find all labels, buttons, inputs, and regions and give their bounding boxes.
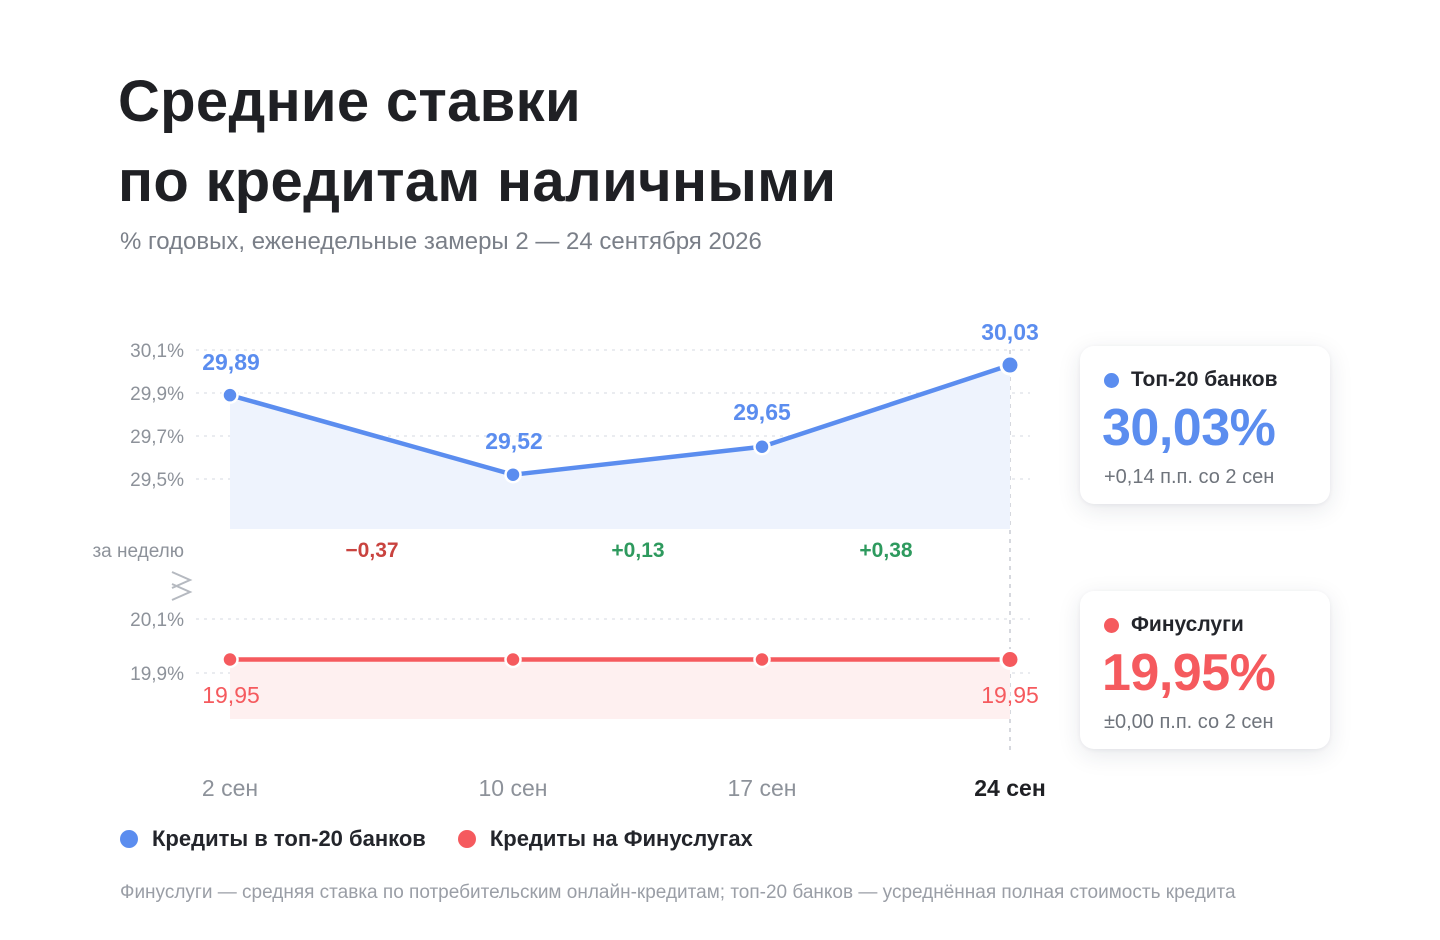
point-finuslugi-3 [999, 649, 1021, 670]
title-line-2: по кредитам наличными [118, 149, 837, 214]
chart-legend: Кредиты в топ-20 банков Кредиты на Финус… [120, 826, 753, 852]
series-finuslugi-area [230, 659, 1010, 719]
data-label-finuslugi-3: 19,95 [981, 682, 1039, 708]
data-label-top20-0: 29,89 [202, 349, 260, 375]
axis-break-icon [171, 571, 193, 601]
card-finuslugi-dot [1104, 617, 1119, 633]
card-top20-value: 30,03% [1102, 399, 1276, 457]
point-top20-1 [504, 465, 522, 484]
data-label-top20-3: 30,03 [981, 319, 1039, 345]
legend-item-top20: Кредиты в топ-20 банков [120, 826, 426, 852]
card-top20: Топ-20 банков 30,03% +0,14 п.п. со 2 сен [1080, 346, 1330, 504]
x-tick-1: 10 сен [479, 775, 548, 801]
y-tick-top-3: 29,5% [130, 470, 184, 491]
legend-dot-finuslugi [457, 830, 476, 848]
card-top20-header: Топ-20 банков [1104, 368, 1278, 392]
card-finuslugi-value: 19,95% [1102, 644, 1276, 702]
x-tick-3: 24 сен [974, 775, 1045, 801]
card-top20-note: +0,14 п.п. со 2 сен [1104, 466, 1275, 488]
card-finuslugi-header: Финуслуги [1104, 613, 1244, 637]
x-tick-2: 17 сен [728, 775, 797, 801]
point-top20-2 [753, 438, 771, 456]
card-top20-label: Топ-20 банков [1131, 368, 1278, 391]
weekly-change-1: +0,13 [611, 539, 664, 562]
point-top20-3 [999, 354, 1021, 376]
card-finuslugi-label: Финуслуги [1131, 613, 1244, 636]
y-tick-bottom-0: 20,1% [130, 610, 184, 631]
card-finuslugi: Финуслуги 19,95% ±0,00 п.п. со 2 сен [1080, 591, 1330, 749]
point-finuslugi-0 [221, 650, 239, 669]
y-tick-bottom-1: 19,9% [130, 664, 184, 685]
x-tick-0: 2 сен [202, 775, 258, 801]
legend-label-finuslugi: Кредиты на Финуслугах [489, 826, 753, 851]
series-top20-area [230, 365, 1010, 529]
y-tick-top-0: 30,1% [130, 341, 184, 362]
card-finuslugi-note: ±0,00 п.п. со 2 сен [1104, 711, 1274, 733]
point-finuslugi-2 [753, 650, 771, 669]
point-top20-0 [221, 386, 239, 404]
card-top20-dot [1104, 372, 1119, 388]
data-label-top20-1: 29,52 [485, 428, 543, 454]
title-line-1: Средние ставки [118, 69, 581, 134]
legend-label-top20: Кредиты в топ-20 банков [152, 826, 426, 851]
footnote: Финуслуги — средняя ставка по потребител… [120, 882, 1236, 903]
data-label-finuslugi-0: 19,95 [202, 682, 260, 708]
weekly-change-2: +0,38 [859, 539, 912, 562]
chart-subtitle: % годовых, еженедельные замеры 2 — 24 се… [120, 228, 762, 255]
legend-dot-top20 [120, 830, 138, 848]
weekly-change-0: −0,37 [345, 539, 398, 562]
legend-item-finuslugi: Кредиты на Финуслугах [457, 826, 753, 852]
chart-title: Средние ставки по кредитам наличными [118, 62, 836, 222]
series-top20-line [227, 362, 1013, 477]
point-finuslugi-1 [504, 650, 522, 669]
y-tick-top-2: 29,7% [130, 427, 184, 448]
y-tick-top-1: 29,9% [130, 384, 184, 405]
data-label-top20-2: 29,65 [733, 399, 791, 425]
weekly-label: за неделю [92, 541, 184, 562]
